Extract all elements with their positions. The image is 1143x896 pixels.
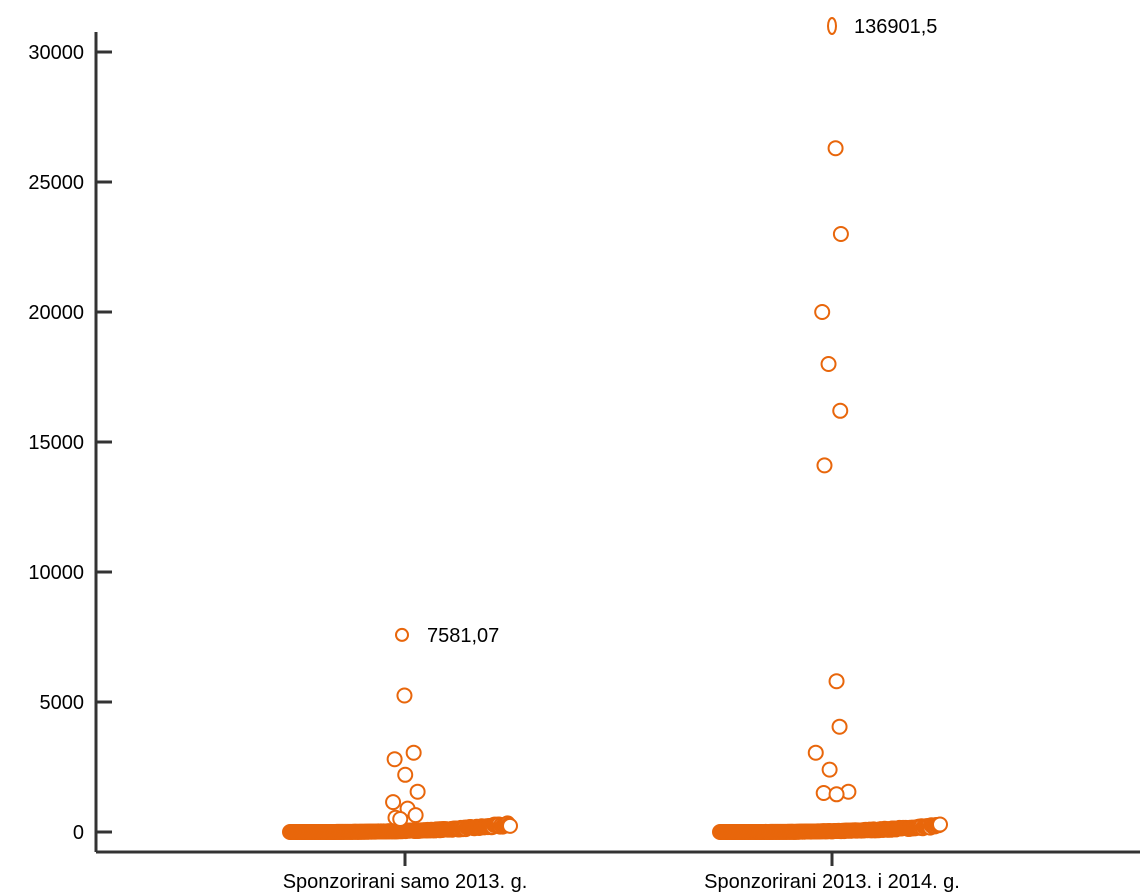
x-category-label: Sponzorirani samo 2013. g. — [283, 871, 528, 893]
outlier-point — [828, 786, 845, 803]
axes: 0 5000 10000 15000 20000 25000 30000 Sponzorir… — [28, 32, 1140, 893]
outlier-point — [407, 807, 424, 824]
outlier-value-label: 7581,07 — [427, 625, 499, 647]
data-points — [282, 17, 948, 840]
y-tick-label: 10000 — [28, 562, 84, 584]
outlier-point — [820, 356, 837, 372]
outlier-point — [385, 794, 402, 811]
outlier-point — [815, 785, 832, 801]
outlier-point — [821, 761, 838, 778]
outlier-point — [386, 751, 403, 768]
outlier-point — [396, 687, 413, 704]
outlier-point — [828, 673, 845, 690]
outlier-point — [397, 766, 414, 783]
annotations: 7581,07 136901,5 — [427, 16, 937, 647]
y-tick-label: 30000 — [28, 42, 84, 64]
outlier-point — [827, 140, 844, 157]
y-tick-label: 5000 — [40, 692, 85, 714]
y-tick-label: 25000 — [28, 172, 84, 194]
data-point — [502, 817, 518, 834]
outlier-point — [409, 783, 426, 800]
x-category-label: Sponzorirani 2013. i 2014. g. — [704, 871, 960, 893]
x-ticks: Sponzorirani samo 2013. g. Sponzorirani 2… — [283, 852, 960, 893]
outlier-point — [807, 744, 824, 761]
outlier-point — [816, 457, 833, 474]
y-tick-label: 20000 — [28, 302, 84, 324]
y-tick-label: 15000 — [28, 432, 84, 454]
outlier-point — [392, 811, 409, 827]
outlier-point — [814, 304, 831, 320]
extreme-outlier-point — [827, 17, 837, 35]
y-ticks: 0 5000 10000 15000 20000 25000 30000 — [28, 42, 112, 844]
outlier-point — [405, 744, 422, 761]
outlier-value-label: 136901,5 — [854, 16, 937, 38]
outlier-point — [832, 226, 849, 242]
outlier-point — [831, 718, 848, 735]
y-tick-label: 0 — [73, 822, 84, 844]
extreme-outlier-point — [395, 627, 409, 642]
outlier-point — [832, 402, 849, 419]
data-point — [932, 816, 948, 833]
